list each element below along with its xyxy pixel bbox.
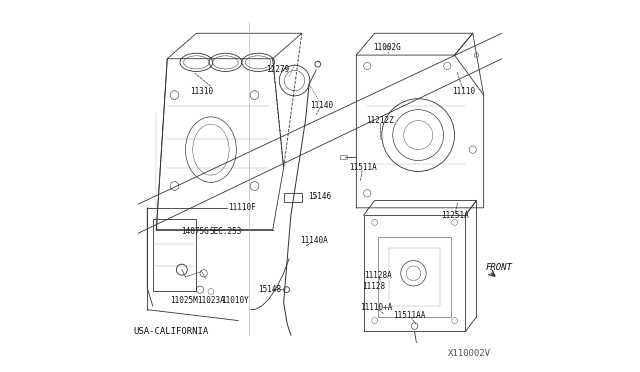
Text: SEC.253: SEC.253	[209, 227, 242, 236]
Text: 14075G: 14075G	[180, 227, 209, 236]
Text: 11025M: 11025M	[170, 296, 198, 305]
Text: FRONT: FRONT	[486, 263, 513, 272]
Text: 15146: 15146	[308, 192, 331, 201]
Text: 11140: 11140	[310, 102, 333, 110]
Text: 11511AA: 11511AA	[393, 311, 426, 320]
Text: 11511A: 11511A	[349, 163, 376, 172]
Text: 11128: 11128	[362, 282, 385, 291]
Text: 11023A: 11023A	[197, 296, 225, 305]
Text: 12279: 12279	[267, 65, 290, 74]
Text: 11110+A: 11110+A	[360, 303, 392, 312]
Text: 11110F: 11110F	[228, 203, 256, 212]
Text: 11140A: 11140A	[300, 236, 328, 245]
Text: X110002V: X110002V	[448, 349, 491, 358]
Text: 11310: 11310	[190, 87, 213, 96]
Text: 11110: 11110	[452, 87, 476, 96]
Text: 11251A: 11251A	[441, 211, 468, 219]
Text: 11002G: 11002G	[373, 43, 401, 52]
Text: 11212Z: 11212Z	[366, 116, 394, 125]
Text: 11128A: 11128A	[364, 270, 392, 280]
Text: USA-CALIFORNIA: USA-CALIFORNIA	[133, 327, 209, 336]
Text: 11010Y: 11010Y	[221, 296, 248, 305]
Text: 15148: 15148	[259, 285, 282, 294]
